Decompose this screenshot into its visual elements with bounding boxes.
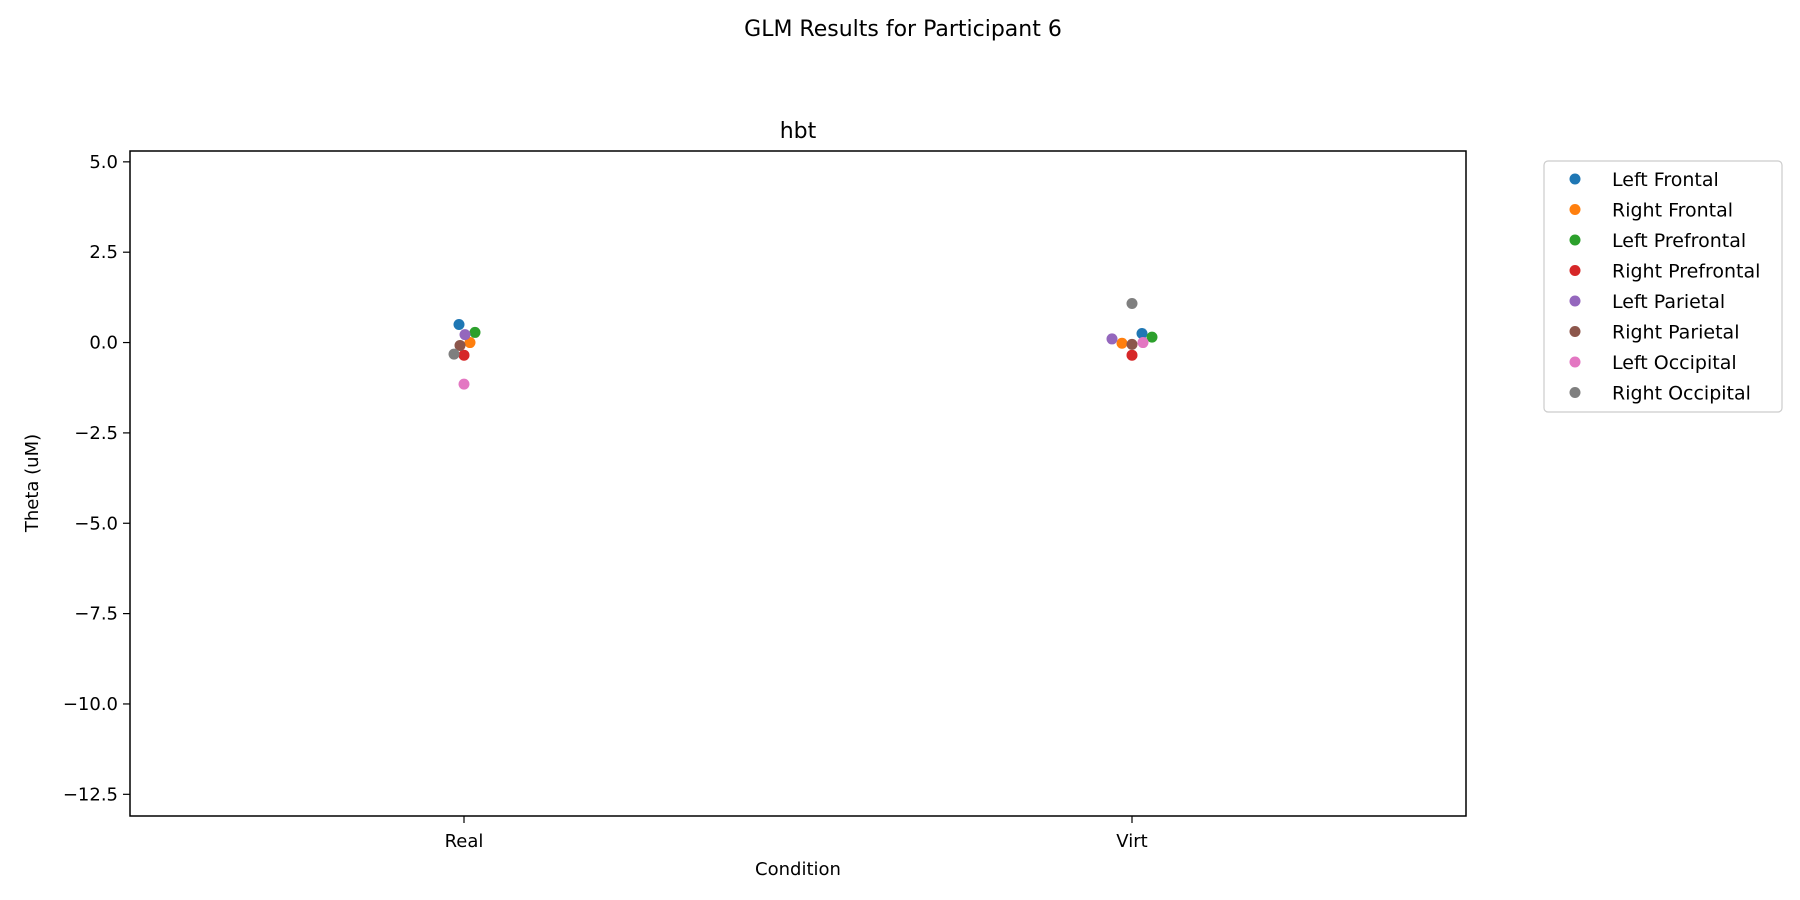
y-tick-label: −10.0	[63, 694, 118, 715]
data-points	[448, 298, 1158, 390]
legend-label: Left Occipital	[1612, 352, 1737, 374]
data-point	[464, 337, 476, 349]
data-point	[1146, 331, 1158, 343]
x-tick-label: Real	[445, 831, 484, 852]
data-point	[453, 318, 465, 330]
legend-marker	[1569, 387, 1581, 398]
legend-marker	[1569, 265, 1581, 276]
y-tick-label: 2.5	[89, 242, 118, 263]
data-point	[1126, 298, 1138, 310]
data-point	[469, 326, 481, 338]
legend-marker	[1569, 204, 1581, 215]
y-tick-label: −5.0	[74, 513, 118, 534]
data-point	[1126, 349, 1138, 361]
data-point	[1126, 338, 1138, 350]
x-axis-label: Condition	[755, 859, 841, 880]
y-tick-label: 0.0	[89, 333, 118, 354]
legend-label: Left Frontal	[1612, 169, 1719, 191]
x-tick-label: Virt	[1116, 831, 1147, 852]
chart-title: hbt	[780, 119, 817, 144]
legend-marker	[1569, 295, 1581, 307]
y-axis-label: Theta (uM)	[22, 434, 43, 533]
legend-marker	[1569, 326, 1581, 337]
legend-label: Left Parietal	[1612, 291, 1725, 313]
y-tick-label: 5.0	[89, 152, 118, 173]
legend-label: Left Prefrontal	[1612, 230, 1746, 252]
y-axis: 5.0 2.5 0.0 −2.5 −5.0 −7.5 −10.0 −12.5	[63, 152, 130, 805]
data-point	[1136, 328, 1148, 340]
legend-label: Right Parietal	[1612, 322, 1739, 344]
legend: Left Frontal Right Frontal Left Prefrontal…	[1543, 160, 1783, 413]
legend-marker	[1569, 234, 1581, 246]
legend-frame	[1543, 160, 1783, 413]
data-point	[458, 349, 470, 361]
legend-label: Right Prefrontal	[1612, 261, 1760, 283]
data-point	[459, 329, 471, 341]
data-point	[458, 378, 470, 390]
chart-suptitle: GLM Results for Participant 6	[744, 17, 1062, 42]
plot-area	[129, 150, 1467, 817]
data-point	[1106, 333, 1118, 345]
y-tick-label: −7.5	[74, 604, 118, 625]
legend-marker	[1569, 173, 1581, 185]
legend-label: Right Occipital	[1612, 383, 1751, 405]
data-point	[1137, 337, 1149, 349]
legend-marker	[1569, 356, 1581, 368]
legend-label: Right Frontal	[1612, 200, 1733, 222]
data-point	[448, 348, 460, 360]
y-tick-label: −12.5	[63, 784, 118, 805]
x-axis: Real Virt	[445, 816, 1148, 852]
y-tick-label: −2.5	[74, 423, 118, 444]
data-point	[454, 339, 466, 351]
data-point	[1116, 337, 1128, 349]
